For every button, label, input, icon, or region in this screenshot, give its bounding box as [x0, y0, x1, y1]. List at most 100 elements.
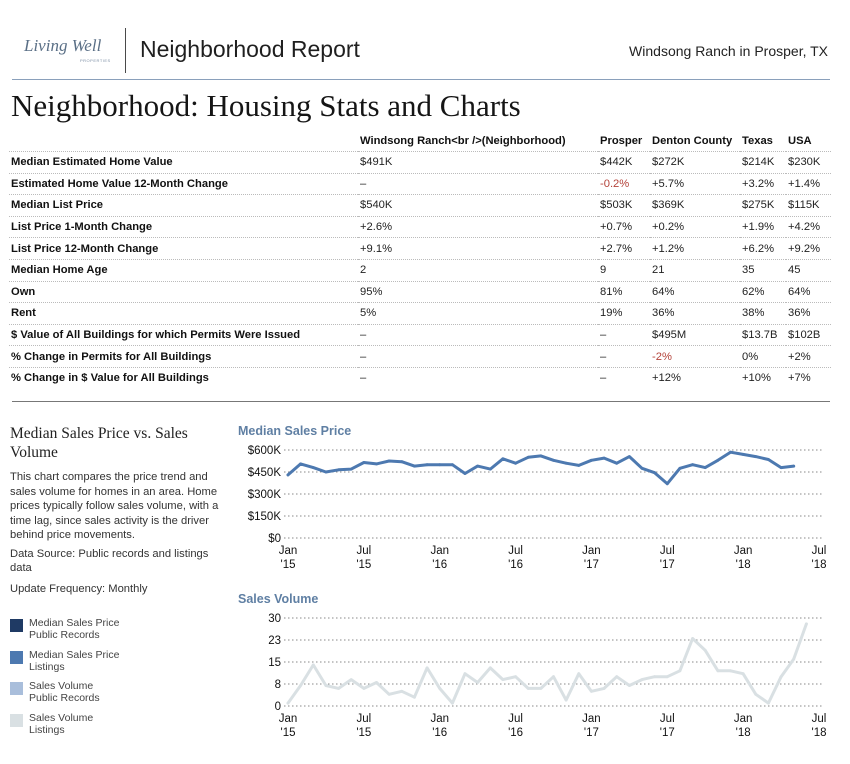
x-tick-label: Jan [279, 545, 298, 557]
table-cell: – [358, 366, 598, 389]
data-point [400, 689, 404, 693]
report-header: Living Well PROPERTIES Neighborhood Repo… [0, 0, 850, 80]
x-tick-label: '17 [584, 727, 599, 739]
data-point [514, 675, 517, 679]
legend-label: Median Sales Price [29, 648, 120, 661]
median-sales-price-chart: $0 $150K $300K $450K $600K Jan '15 Jul '15 Jan '16… [248, 445, 827, 571]
data-point [539, 687, 543, 690]
data-point [741, 453, 745, 456]
table-cell: 64% [650, 280, 740, 303]
data-point [691, 637, 694, 640]
table-cell: – [598, 366, 650, 389]
data-point [577, 672, 581, 676]
y-tick-label: 8 [275, 679, 281, 691]
table-cell: $13.7B [740, 323, 786, 346]
logo-subtext: PROPERTIES [80, 58, 111, 63]
section-divider [12, 401, 830, 402]
data-point [767, 458, 770, 461]
table-cell: 9 [598, 258, 650, 282]
x-tick-label: '16 [432, 559, 447, 571]
legend-swatch [10, 619, 23, 632]
table-row: % Change in Permits for All Buildings – – -… [9, 345, 831, 368]
x-tick-label: Jan [582, 545, 601, 557]
data-point [665, 675, 669, 679]
logo-text: Living Well [24, 36, 102, 55]
x-tick-label: '18 [736, 559, 751, 571]
data-point [602, 687, 606, 690]
data-point [488, 467, 492, 471]
data-point [640, 678, 644, 681]
update-frequency-note: Update Frequency: Monthly [10, 582, 148, 595]
x-tick-label: '15 [356, 559, 371, 571]
table-cell: +1.2% [650, 237, 740, 260]
row-label: Median Home Age [9, 258, 358, 282]
data-point [413, 695, 416, 699]
table-cell: +10% [740, 366, 786, 389]
table-cell: $275K [740, 194, 786, 217]
data-point [337, 468, 340, 472]
data-point [311, 663, 315, 667]
row-label: Own [9, 280, 358, 303]
data-point [590, 689, 593, 693]
data-point [678, 669, 682, 673]
data-point [779, 466, 783, 469]
data-point [476, 464, 479, 468]
table-cell: +1.9% [740, 215, 786, 238]
report-location: Windsong Ranch in Prosper, TX [629, 43, 828, 59]
legend-label: Median Sales Price [29, 617, 120, 629]
x-tick-label: Jan [279, 713, 298, 725]
data-point [387, 692, 391, 696]
chart-sidebar: Median Sales Price vs. Sales Volume This… [10, 424, 222, 595]
data-point [400, 460, 404, 464]
table-cell: 36% [786, 302, 831, 325]
table-cell: 95% [358, 280, 598, 303]
data-point [425, 463, 429, 467]
table-cell: +9.2% [786, 237, 831, 260]
row-label: Median Estimated Home Value [9, 151, 358, 174]
legend-sublabel: Listings [29, 660, 65, 673]
table-cell: -0.2% [598, 172, 650, 195]
x-tick-label: '18 [812, 727, 827, 739]
data-point [375, 681, 378, 684]
x-tick-label: Jul [812, 713, 827, 725]
table-row: List Price 1-Month Change +2.6% +0.7% +0.2%… [9, 215, 831, 238]
table-cell: $214K [740, 151, 786, 174]
table-cell: $115K [786, 194, 831, 217]
data-point [628, 455, 631, 458]
data-point [526, 455, 530, 459]
data-point [362, 461, 366, 464]
column-header: Windsong Ranch<br />(Neighborhood) [360, 135, 566, 147]
table-cell: 62% [740, 280, 786, 303]
row-label: Median List Price [9, 194, 358, 217]
legend-swatch [10, 682, 23, 695]
header-rule [12, 79, 830, 80]
data-point [362, 687, 366, 690]
data-point [767, 701, 770, 705]
table-cell: – [598, 323, 650, 346]
table-cell: -2% [650, 345, 740, 368]
row-label: % Change in Permits for All Buildings [9, 345, 358, 368]
legend-swatch [10, 650, 23, 664]
table-cell: $230K [786, 151, 831, 174]
table-cell: 19% [598, 302, 650, 325]
data-point [526, 687, 530, 690]
series-line [286, 622, 808, 705]
x-tick-label: Jul [357, 713, 372, 725]
data-point [615, 461, 619, 465]
table-cell: $495M [650, 323, 740, 346]
x-tick-label: Jul [357, 545, 372, 557]
x-tick-label: Jan [430, 713, 449, 725]
data-point [463, 672, 467, 676]
data-point [640, 466, 644, 470]
table-cell: +2% [786, 345, 831, 368]
sidebar-description: This chart compares the price trend and … [10, 471, 219, 541]
data-point [779, 675, 783, 679]
volume-chart-title: Sales Volume [238, 592, 319, 606]
table-cell: +0.7% [598, 215, 650, 238]
legend-label: Sales Volume [29, 711, 94, 724]
column-header [9, 131, 358, 152]
x-tick-label: '15 [356, 727, 371, 739]
table-header-row: Windsong Ranch<br />(Neighborhood) Prosp… [9, 131, 831, 152]
data-point [286, 473, 290, 477]
data-point [792, 464, 796, 468]
